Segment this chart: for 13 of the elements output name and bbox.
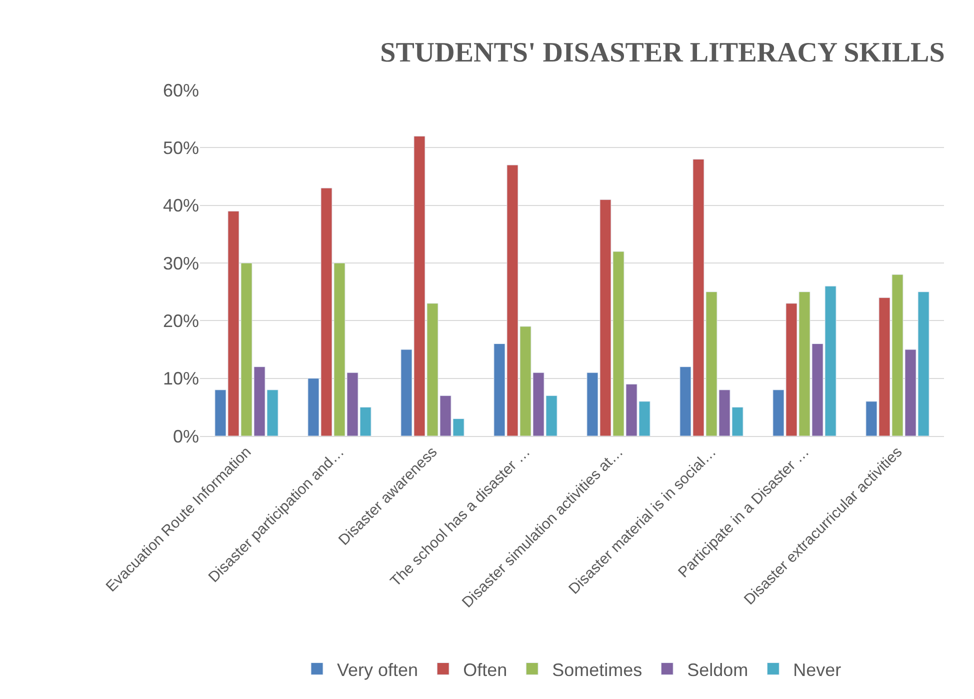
legend-label: Seldom — [687, 660, 748, 680]
y-tick-label: 60% — [162, 80, 199, 100]
legend-label: Very often — [337, 660, 418, 680]
y-tick-label: 0% — [172, 426, 199, 446]
y-tick-label: 10% — [162, 368, 199, 389]
legend-label: Never — [793, 660, 842, 680]
y-tick-label: 40% — [162, 196, 199, 216]
legend-label: Sometimes — [552, 660, 642, 680]
y-tick-label: 50% — [162, 138, 199, 158]
y-tick-label: 30% — [162, 253, 199, 274]
legend-label: Often — [463, 660, 508, 680]
chart-title: STUDENTS' DISASTER LITERACY SKILLS — [380, 38, 945, 69]
y-tick-label: 20% — [162, 310, 199, 331]
